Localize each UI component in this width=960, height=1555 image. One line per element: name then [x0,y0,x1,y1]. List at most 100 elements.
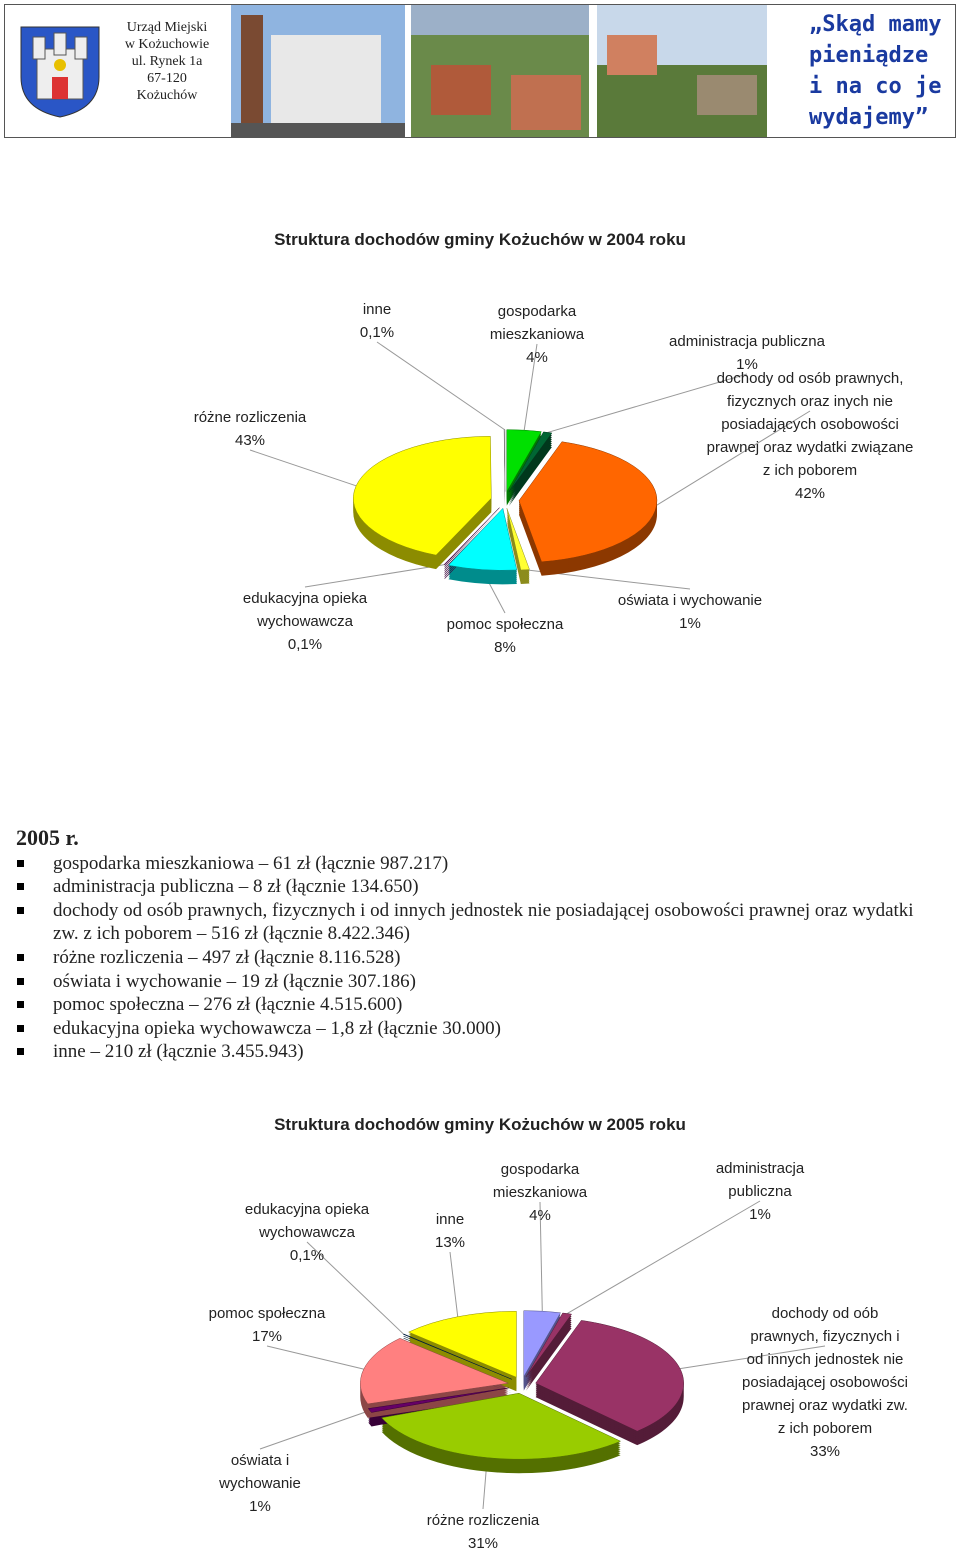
slice [367,1387,509,1413]
category-name: pomoc społeczna [446,616,564,633]
slice-side [508,439,552,500]
title-line: wydajemy” [809,105,929,130]
leader-line [304,564,445,588]
slice-label: edukacyjna opieka wychowawcza 0,1% [225,587,385,656]
leader-line [539,1201,543,1312]
leader-line [449,1251,459,1317]
percent-label: 13% [434,1234,466,1251]
percent-label: 33% [809,1443,841,1460]
category-name: gospodarka mieszkaniowa [489,303,585,343]
chart-title: Struktura dochodów gminy Kożuchów w 2004… [274,230,686,249]
items: gospodarka mieszkaniowa – 61 zł (łącznie… [16,852,936,1064]
list-item: edukacyjna opieka wychowawcza – 1,8 zł (… [16,1017,936,1041]
slice-side [508,443,552,504]
list-item: różne rozliczenia – 497 zł (łącznie 8.11… [16,946,936,970]
category-name: inne [362,301,392,318]
percent-label: 4% [526,349,548,366]
slice [535,1320,684,1432]
percent-label: 4% [529,1207,551,1224]
slice [525,1312,573,1378]
leader-line [259,1410,370,1450]
slice-side [525,1321,572,1385]
slice-side [525,1327,572,1391]
slice-label: inne 0,1% [337,298,417,344]
percent-label: 0,1% [289,1247,325,1264]
slice-label: administracja publiczna 1% [647,330,847,376]
slice [408,1311,517,1378]
percent-label: 43% [234,432,266,449]
photo-townhall [231,5,405,137]
slice-side [508,445,552,506]
list-item: inne – 210 zł (łącznie 3.455.943) [16,1040,936,1064]
slice [402,1333,512,1380]
percent-label: 17% [251,1328,283,1345]
list-item: administracja publiczna – 8 zł (łącznie … [16,875,936,899]
slice-side [525,1323,572,1387]
category-name: inne [435,1211,465,1228]
leader-line [523,343,538,431]
slice [381,1392,622,1460]
slice [447,507,518,571]
category-name: różne rozliczenia [426,1512,540,1529]
slice-label: pomoc społeczna 8% [425,613,585,659]
slice-label: administracja publiczna 1% [700,1157,820,1226]
office-line: w Kożuchowie [124,37,210,52]
list-heading: 2005 r. [16,825,79,850]
office-line: Kożuchów [136,88,198,103]
leader-line [679,1345,826,1370]
slice-label: gospodarka mieszkaniowa 4% [475,1158,605,1227]
percent-label: 1% [679,615,701,632]
slice-side [525,1319,572,1383]
list-item: gospodarka mieszkaniowa – 61 zł (łącznie… [16,852,936,876]
slice-side [525,1325,572,1389]
slice [506,508,530,571]
category-name: dochody od oób prawnych, fizycznych i od… [742,1305,908,1437]
list-item: oświata i wychowanie – 19 zł (łącznie 30… [16,970,936,994]
slice-label: oświata i wychowanie 1% [200,1449,320,1518]
percent-label: 1% [749,1206,771,1223]
slice-side [525,1315,572,1379]
percent-label: 31% [467,1535,499,1552]
slice-label: inne 13% [420,1208,480,1254]
title-line: pieniądze [809,43,929,68]
category-name: edukacyjna opieka wychowawcza [244,1201,370,1241]
slice-side [525,1317,572,1381]
percent-label: 8% [494,639,516,656]
percent-label: 1% [249,1498,271,1515]
category-name: administracja publiczna [715,1160,805,1200]
slice-label: oświata i wychowanie 1% [590,589,790,635]
category-name: edukacyjna opieka wychowawcza [242,590,368,630]
slice-side [508,435,552,496]
header-title: „Skąd mamy pieniądze i na co je wydajemy” [809,9,959,133]
header: Urząd Miejski w Kożuchowie ul. Rynek 1a 67-… [4,4,956,138]
slice-side [508,441,552,502]
slice-label: edukacyjna opieka wychowawcza 0,1% [227,1198,387,1267]
slice [518,441,658,563]
slice-label: różne rozliczenia 43% [170,406,330,452]
category-name: administracja publiczna [669,333,825,350]
list-item: pomoc społeczna – 276 zł (łącznie 4.515.… [16,993,936,1017]
slice-side [508,437,552,498]
category-name: oświata i wychowanie [617,592,763,609]
chart-title: Struktura dochodów gminy Kożuchów w 2005… [274,1115,686,1134]
slice-label: pomoc społeczna 17% [187,1302,347,1348]
slice-side [444,511,500,569]
photo-town [411,5,589,137]
category-name: różne rozliczenia [193,409,307,426]
slice [353,436,492,556]
percent-label: 1% [736,356,758,373]
leader-line [547,373,748,433]
slice-side [444,509,500,567]
revenue-list: 2005 r. gospodarka mieszkaniowa – 61 zł … [16,826,936,1064]
slice-side [508,433,552,494]
percent-label: 42% [794,485,826,502]
slice [443,507,500,565]
office-address: Urząd Miejski w Kożuchowie ul. Rynek 1a 67-… [115,19,219,104]
percent-label: 0,1% [359,324,395,341]
slice-label: gospodarka mieszkaniowa 4% [467,300,607,369]
category-name: dochody od osób prawnych, fizycznych ora… [706,370,914,479]
office-line: ul. Rynek 1a [131,54,203,69]
slice-label: dochody od oób prawnych, fizycznych i od… [740,1302,910,1463]
leader-line [266,1345,364,1370]
